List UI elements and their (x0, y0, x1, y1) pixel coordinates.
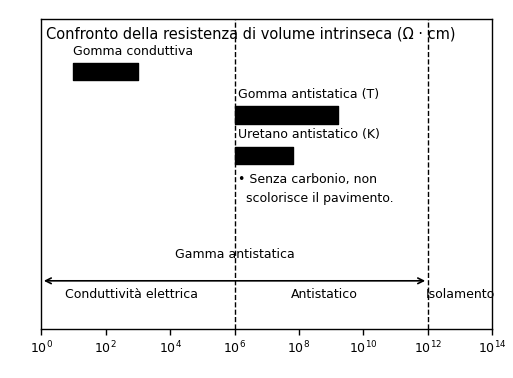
Text: scolorisce il pavimento.: scolorisce il pavimento. (238, 192, 393, 205)
Text: Conduttività elettrica: Conduttività elettrica (65, 288, 198, 301)
Text: Isolamento: Isolamento (426, 288, 495, 301)
Text: Antistatico: Antistatico (291, 288, 358, 301)
Text: Gomma antistatica (T): Gomma antistatica (T) (238, 88, 379, 101)
Text: • Senza carbonio, non: • Senza carbonio, non (238, 173, 377, 186)
Text: Uretano antistatico (K): Uretano antistatico (K) (238, 129, 380, 141)
Text: Gamma antistatica: Gamma antistatica (174, 248, 294, 261)
Text: Gomma conduttiva: Gomma conduttiva (73, 45, 193, 58)
Text: Confronto della resistenza di volume intrinseca (Ω · cm): Confronto della resistenza di volume int… (46, 27, 455, 42)
